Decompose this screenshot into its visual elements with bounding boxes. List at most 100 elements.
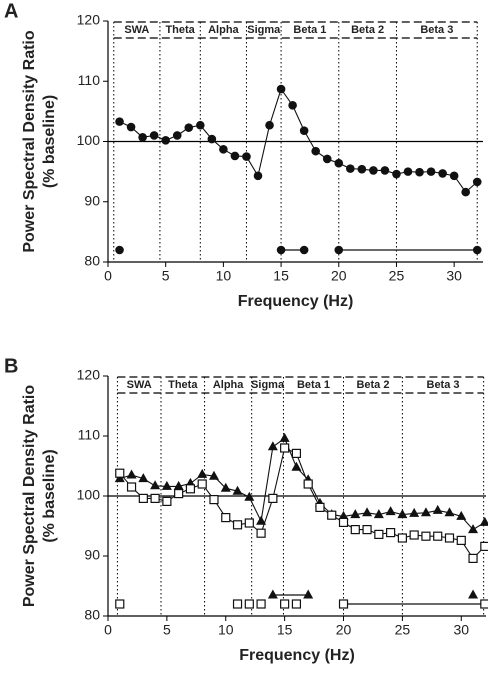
band-label: SWA — [124, 24, 149, 36]
y-axis-title-line: (% baseline) — [41, 95, 58, 188]
point — [299, 126, 309, 135]
point — [299, 245, 309, 255]
series-line — [119, 447, 486, 560]
point — [276, 84, 286, 94]
y-tick-label: 120 — [77, 12, 101, 28]
y-axis-title-line: (% baseline) — [41, 449, 58, 542]
point — [480, 599, 488, 609]
point — [115, 117, 124, 126]
y-tick-label: 110 — [78, 72, 101, 88]
x-tick-label: 10 — [216, 268, 232, 284]
band-label: Beta 3 — [420, 24, 453, 36]
point — [468, 524, 479, 534]
point — [115, 245, 124, 255]
point — [468, 589, 479, 599]
point — [291, 448, 302, 458]
band-label: Beta 2 — [356, 379, 389, 391]
y-axis-title: Power Spectral Density Ratio (% baseline) — [21, 385, 58, 608]
point — [209, 495, 219, 505]
y-tick-label: 90 — [84, 192, 100, 208]
y-axis-title-line: Power Spectral Density Ratio — [21, 30, 38, 253]
y-tick-label: 110 — [78, 427, 101, 443]
point — [184, 123, 194, 132]
point — [230, 151, 240, 161]
point — [126, 482, 137, 492]
y-axis-title: Power Spectral Density Ratio (% baseline) — [21, 30, 58, 253]
point — [373, 509, 384, 519]
point — [421, 531, 431, 541]
point — [472, 177, 482, 187]
point — [244, 491, 255, 501]
point — [256, 599, 266, 609]
point — [438, 169, 447, 178]
point — [409, 530, 419, 540]
point — [426, 167, 436, 176]
point — [444, 507, 455, 517]
point — [280, 599, 290, 609]
point — [415, 167, 424, 177]
point — [357, 164, 367, 174]
series-line — [119, 87, 478, 193]
point — [380, 166, 390, 175]
point — [173, 480, 184, 490]
x-tick-label: 25 — [395, 622, 411, 638]
point — [403, 167, 413, 176]
point — [392, 169, 401, 179]
point — [315, 502, 325, 512]
point — [334, 158, 344, 168]
point — [449, 171, 459, 181]
point — [256, 528, 266, 538]
point — [161, 480, 172, 490]
point — [369, 166, 378, 175]
point — [208, 470, 219, 480]
point — [327, 510, 337, 520]
x-tick-label: 5 — [163, 622, 171, 638]
point — [220, 482, 231, 492]
x-tick-label: 5 — [162, 268, 170, 284]
y-tick-label: 80 — [84, 253, 100, 269]
band-label: Beta 1 — [297, 379, 330, 391]
point — [374, 529, 384, 540]
point — [267, 441, 278, 451]
point — [172, 131, 182, 140]
x-tick-label: 0 — [104, 268, 112, 284]
point — [242, 152, 251, 161]
point — [386, 527, 396, 538]
point — [138, 132, 147, 142]
point — [149, 131, 159, 140]
y-tick-label: 90 — [84, 547, 100, 563]
point — [432, 504, 443, 514]
point — [303, 479, 313, 489]
point — [265, 120, 274, 130]
point — [150, 493, 160, 503]
point — [338, 510, 349, 520]
point — [126, 122, 136, 132]
point — [334, 245, 344, 255]
point — [338, 517, 349, 528]
point — [174, 489, 184, 499]
x-axis-title: Frequency (Hz) — [238, 293, 354, 310]
point — [256, 515, 267, 525]
point — [472, 245, 482, 255]
point — [350, 509, 361, 519]
point — [288, 101, 297, 110]
point — [267, 589, 278, 599]
point — [468, 553, 478, 564]
band-label: Beta 3 — [427, 379, 460, 391]
y-axis-title-line: Power Spectral Density Ratio — [21, 385, 38, 608]
x-tick-label: 10 — [218, 622, 234, 638]
point — [276, 245, 286, 255]
point — [115, 468, 125, 478]
point — [291, 599, 302, 609]
point — [221, 512, 231, 523]
point — [197, 468, 208, 478]
panel-letter: A — [4, 0, 18, 22]
point — [311, 146, 320, 156]
band-label: Theta — [165, 24, 195, 36]
point — [115, 599, 125, 609]
x-tick-label: 30 — [453, 622, 469, 638]
x-tick-label: 25 — [389, 268, 405, 284]
x-tick-label: 0 — [104, 622, 112, 638]
point — [397, 533, 407, 543]
